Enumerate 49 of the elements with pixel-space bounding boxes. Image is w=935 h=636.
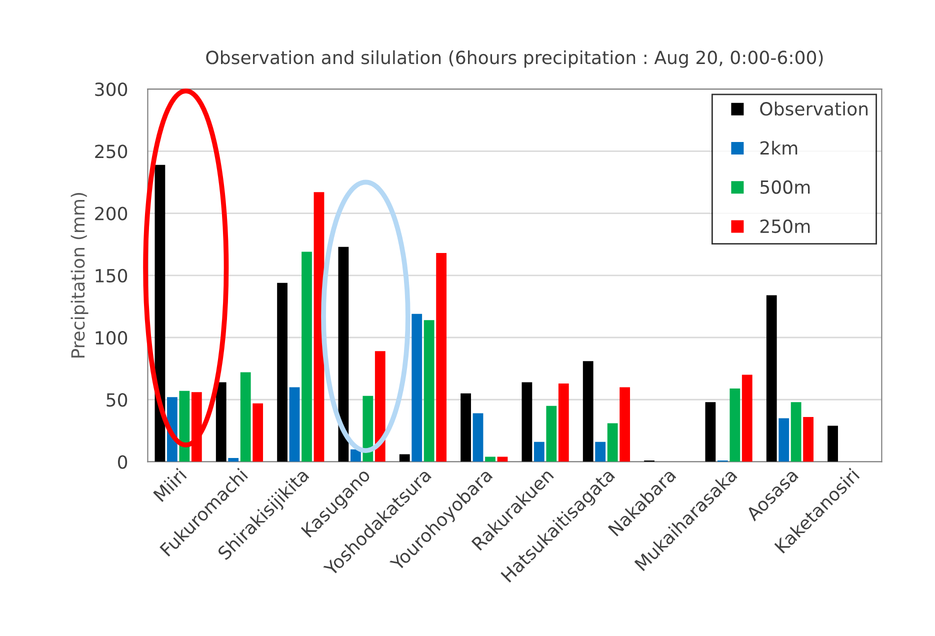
y-tick-label: 300 — [95, 82, 128, 96]
y-tick-label: 50 — [106, 393, 128, 407]
bar — [424, 320, 434, 462]
bar — [154, 164, 166, 462]
bar — [289, 387, 300, 462]
legend-label: Observation — [760, 102, 868, 116]
bar — [240, 372, 251, 462]
bar — [472, 413, 484, 462]
bar — [607, 423, 618, 462]
bar — [460, 393, 471, 462]
bar — [705, 402, 716, 462]
bar — [558, 383, 569, 462]
bar — [485, 456, 496, 462]
legend-label: 500m — [760, 180, 810, 194]
legend-label: 2km — [760, 140, 798, 155]
bar — [595, 442, 606, 462]
y-tick-label: 100 — [96, 330, 128, 345]
y-tick-label: 250 — [95, 144, 128, 158]
bar — [350, 449, 361, 462]
bar — [828, 426, 838, 462]
bar — [778, 418, 790, 462]
bar — [362, 396, 374, 462]
bar — [399, 454, 410, 462]
y-axis-title: Precipitation (mm) — [70, 193, 88, 358]
bar — [179, 390, 190, 462]
bar — [534, 442, 544, 462]
bar — [742, 374, 752, 462]
bar — [216, 382, 226, 462]
bar — [790, 402, 802, 462]
bar — [412, 314, 422, 462]
bar — [302, 252, 312, 462]
bar — [582, 361, 594, 462]
bar — [730, 388, 740, 462]
y-tick-label: 0 — [118, 455, 128, 469]
bar — [374, 351, 386, 462]
bar — [522, 382, 532, 462]
bar — [228, 458, 239, 462]
y-tick-label: 150 — [96, 268, 128, 283]
bar — [277, 282, 288, 462]
bar — [338, 246, 349, 462]
bar — [252, 403, 264, 462]
y-tick-label: 200 — [95, 206, 128, 220]
bar — [436, 253, 447, 462]
bar — [546, 406, 557, 462]
bar — [766, 295, 777, 462]
bar — [620, 387, 630, 462]
legend-label: 250m — [760, 219, 810, 234]
chart-title: Observation and silulation (6hours precipitation : Aug 20, 0:00-6:00) — [206, 50, 823, 68]
bar — [803, 417, 814, 462]
